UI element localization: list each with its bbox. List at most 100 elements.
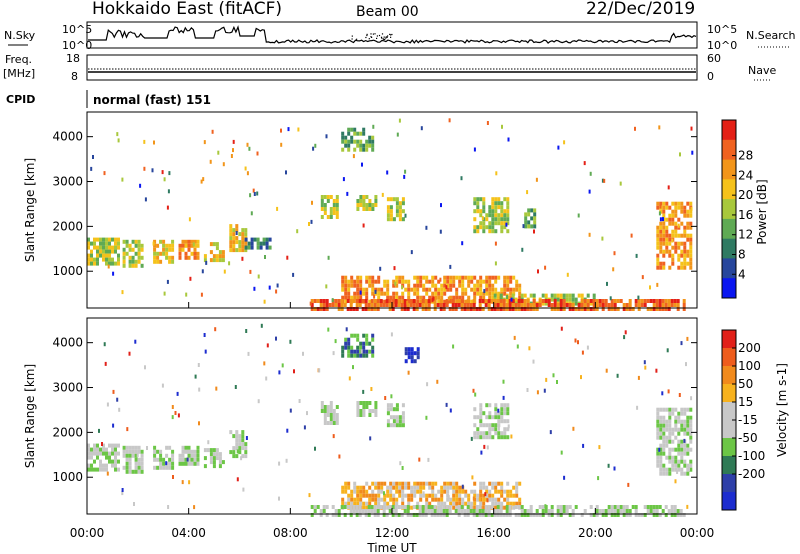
power-cell — [368, 199, 372, 203]
velocity-cell — [616, 509, 620, 513]
power-cell — [613, 299, 617, 303]
velocity-cell — [125, 465, 129, 470]
power-cell — [209, 258, 213, 263]
power-cell — [497, 217, 501, 222]
velocity-cell — [499, 509, 503, 513]
power-scatter-cell — [107, 264, 110, 269]
power-cell — [386, 291, 390, 296]
velocity-colorbar-label: 200 — [738, 341, 761, 355]
velocity-cell — [395, 419, 399, 424]
power-cell — [506, 201, 510, 206]
velocity-cell — [671, 467, 675, 472]
velocity-cell — [377, 481, 381, 486]
power-cell — [562, 307, 566, 311]
power-cell — [461, 275, 465, 280]
velocity-cell — [108, 455, 111, 460]
power-cell — [667, 307, 671, 311]
velocity-cell — [484, 513, 488, 517]
power-scatter-cell — [404, 169, 407, 174]
velocity-scatter-cell — [497, 426, 500, 431]
power-cell — [108, 261, 111, 266]
power-cell — [449, 295, 453, 300]
power-cell — [238, 248, 242, 253]
velocity-cell — [401, 481, 405, 486]
velocity-cell — [392, 407, 396, 412]
velocity-cell — [526, 509, 530, 513]
power-cell — [108, 245, 111, 250]
velocity-cell — [310, 513, 314, 517]
power-cell — [335, 207, 339, 211]
power-cell — [93, 241, 96, 246]
power-scatter-cell — [510, 297, 513, 302]
power-cell — [601, 299, 605, 303]
power-scatter-cell — [483, 289, 486, 294]
velocity-cell — [589, 505, 593, 509]
power-cell — [368, 279, 372, 284]
power-cell — [347, 279, 351, 284]
power-cell — [686, 261, 690, 266]
power-cell — [365, 195, 369, 199]
velocity-cell — [413, 485, 417, 490]
power-cell — [424, 307, 428, 311]
velocity-cell — [491, 485, 495, 490]
velocity-cell — [117, 459, 120, 464]
power-cell — [625, 303, 629, 307]
velocity-cell — [503, 411, 507, 416]
power-cell — [391, 299, 395, 303]
power-cell — [478, 307, 482, 311]
power-cell — [392, 279, 396, 284]
velocity-cell — [114, 455, 117, 460]
power-cell — [212, 254, 216, 259]
velocity-cell — [689, 427, 693, 432]
power-cell — [500, 213, 504, 218]
noise-search-dot — [368, 38, 370, 40]
power-cell — [371, 279, 375, 284]
power-cell — [353, 131, 357, 136]
xtick-label: 12:00 — [375, 526, 410, 540]
velocity-cell — [203, 464, 207, 469]
velocity-scatter-cell — [552, 373, 555, 378]
power-scatter-cell — [163, 291, 166, 296]
power-cell — [326, 199, 330, 203]
velocity-scatter-cell — [580, 375, 582, 380]
velocity-scatter-cell — [497, 408, 500, 413]
velocity-cell — [401, 415, 405, 420]
power-cell — [131, 263, 135, 268]
velocity-cell — [515, 481, 519, 486]
power-cell — [137, 243, 141, 248]
velocity-cell — [436, 509, 440, 513]
velocity-cell — [241, 446, 245, 451]
power-cell — [374, 279, 378, 284]
power-cell — [259, 241, 263, 246]
power-cell — [466, 307, 470, 311]
power-scatter-cell — [406, 300, 409, 305]
power-cell — [140, 255, 144, 260]
power-cell — [559, 299, 563, 303]
power-cell — [494, 205, 498, 210]
velocity-cell — [683, 463, 687, 468]
velocity-cell — [668, 435, 672, 440]
power-cell — [412, 307, 416, 311]
velocity-cell — [490, 513, 494, 517]
velocity-cell — [424, 505, 428, 509]
velocity-cell — [171, 461, 175, 466]
velocity-cell — [442, 509, 446, 513]
velocity-cell — [529, 509, 533, 513]
velocity-cell — [359, 489, 363, 494]
power-cell — [310, 307, 314, 311]
power-cell — [153, 251, 157, 256]
velocity-cell — [472, 509, 476, 513]
power-cell — [502, 299, 506, 303]
velocity-scatter-cell — [176, 391, 179, 396]
velocity-cell — [131, 449, 135, 454]
velocity-cell — [665, 471, 669, 476]
power-cell — [464, 275, 468, 280]
power-cell — [662, 241, 666, 246]
velocity-cell — [410, 351, 414, 356]
velocity-cell — [90, 467, 93, 472]
power-cell — [577, 307, 581, 311]
velocity-cell — [622, 505, 626, 509]
power-cell — [668, 265, 672, 270]
power-cell — [320, 195, 324, 199]
power-cell — [505, 307, 509, 311]
